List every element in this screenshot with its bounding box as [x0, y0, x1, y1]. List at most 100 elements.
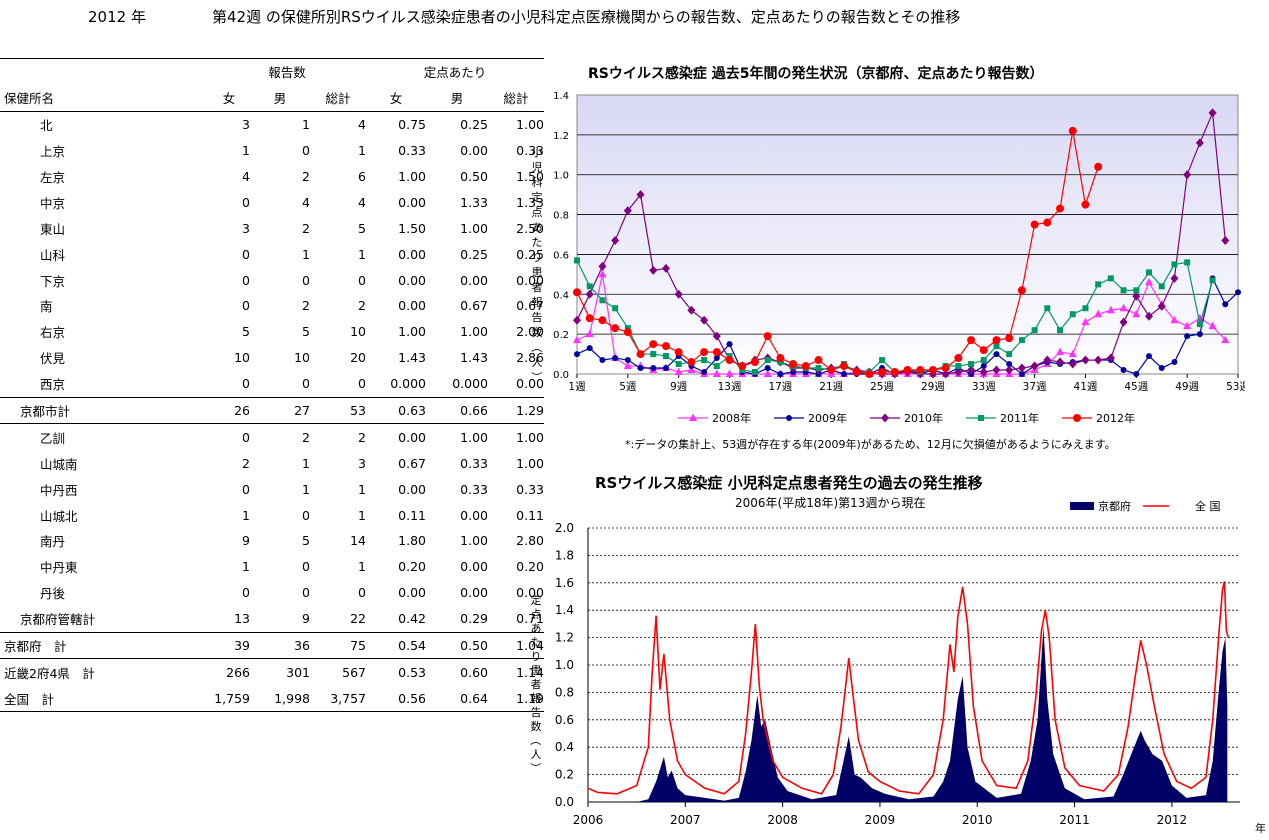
xtick-label: 13週	[718, 381, 742, 393]
point-marker	[1081, 317, 1090, 326]
row-value: 22	[350, 611, 366, 627]
point-marker	[993, 351, 1000, 358]
row-value: 1.43	[460, 350, 488, 366]
point-marker	[1158, 283, 1165, 290]
point-marker	[827, 366, 836, 375]
row-name: 中京	[40, 195, 66, 211]
row-value: 20	[350, 350, 366, 366]
row-value: 4	[358, 117, 366, 133]
point-marker	[1081, 355, 1090, 365]
point-marker	[865, 370, 874, 378]
row-value: 0.33	[460, 481, 488, 497]
row-name: 京都府管轄計	[20, 612, 96, 628]
row-value: 13	[234, 611, 250, 627]
point-marker	[1183, 170, 1192, 180]
point-marker	[725, 356, 734, 365]
row-value: 14	[350, 533, 366, 549]
ylabel-char: 小	[532, 146, 543, 159]
row-value: 0.20	[398, 559, 426, 575]
ytick-label: 1.2	[555, 631, 574, 645]
row-value: 1.29	[488, 396, 544, 424]
table-row: 中丹東 1 0 1 0.20 0.00 0.20	[0, 554, 544, 580]
point-marker	[968, 361, 975, 368]
ytick-label: 0.4	[553, 290, 569, 301]
row-value: 5	[358, 220, 366, 236]
row-value: 3	[242, 220, 250, 236]
row-value: 2.86	[516, 350, 544, 366]
row-value: 1	[302, 481, 310, 497]
ylabel-char: 患	[532, 266, 543, 279]
legend-label: 2009年	[808, 411, 847, 425]
table-row: 京都府管轄計 13 9 22 0.42 0.29 0.71	[0, 606, 544, 632]
legend-item: 2012年	[1062, 411, 1135, 425]
point-marker	[941, 369, 950, 379]
point-marker	[1222, 301, 1229, 308]
table-row: 上京 1 0 1 0.33 0.00 0.33	[0, 138, 544, 164]
ytick-label: 0.6	[553, 250, 569, 261]
row-name: 丹後	[40, 586, 66, 602]
ylabel-char: （	[530, 342, 543, 353]
point-marker	[1119, 317, 1128, 327]
series-line	[576, 112, 1226, 375]
point-marker	[1184, 333, 1191, 340]
row-value: 36	[250, 631, 310, 659]
ytick-label: 1.0	[553, 171, 569, 182]
xtick-label: 49週	[1175, 381, 1199, 393]
row-name: 京都市計	[0, 396, 208, 424]
ytick-label: 0.6	[555, 713, 574, 727]
chart1-title: RSウイルス感染症 過去5年間の発生状況（京都府、定点あたり報告数）	[588, 66, 1044, 82]
row-value: 1.33	[460, 194, 488, 210]
point-marker	[700, 315, 709, 325]
point-marker	[941, 364, 950, 373]
point-marker	[586, 345, 593, 352]
line-series-national	[587, 581, 1230, 795]
point-marker	[712, 348, 721, 357]
row-value: 1	[242, 507, 250, 523]
column-header: 男	[426, 84, 488, 112]
row-value: 0.67	[516, 298, 544, 314]
row-name: 全国 計	[0, 685, 208, 713]
point-marker	[1094, 309, 1103, 318]
row-value: 0	[242, 481, 250, 497]
point-marker	[1030, 361, 1039, 371]
point-marker	[701, 357, 708, 364]
point-marker	[1017, 286, 1026, 295]
row-value: 1	[358, 507, 366, 523]
xtick-label: 2006	[573, 813, 604, 827]
point-marker	[687, 305, 696, 315]
legend-label-kyoto: 京都府	[1098, 499, 1131, 513]
ytick-label: 1.4	[555, 603, 574, 617]
point-marker	[955, 363, 962, 370]
point-marker	[1043, 355, 1052, 365]
point-marker	[1031, 327, 1038, 334]
row-value: 0.60	[426, 658, 488, 686]
row-value: 0.00	[516, 376, 544, 392]
row-value: 2	[302, 169, 310, 184]
row-value: 4	[302, 194, 310, 210]
row-value: 2	[358, 298, 366, 314]
row-value: 1.50	[398, 220, 426, 236]
ytick-label: 2.0	[555, 521, 574, 535]
row-value: 0	[302, 585, 310, 601]
point-marker	[1133, 287, 1140, 294]
legend-label: 2011年	[1000, 411, 1039, 425]
row-value: 1.00	[426, 423, 488, 451]
row-value: 1.00	[516, 455, 544, 471]
point-marker	[687, 358, 696, 367]
report-year: 2012 年	[88, 8, 146, 26]
row-value: 266	[208, 658, 250, 686]
point-marker	[1068, 126, 1077, 135]
point-marker	[636, 350, 645, 359]
history-area-chart: 0.0 0.2 0.4 0.6 0.8 1.0 1.2 1.4 1.6 1.8 2.0 2006 200…	[529, 499, 1266, 835]
row-name: 右京	[40, 325, 66, 341]
row-value: 1	[358, 246, 366, 262]
point-marker	[1081, 200, 1090, 209]
row-value: 0.63	[366, 396, 426, 424]
point-marker	[1183, 321, 1192, 330]
row-value: 26	[208, 396, 250, 424]
legend-item: 2008年	[678, 411, 751, 425]
row-value: 2	[242, 455, 250, 471]
row-value: 567	[310, 658, 366, 686]
row-name: 北	[40, 118, 53, 134]
row-value: 5	[302, 324, 310, 340]
